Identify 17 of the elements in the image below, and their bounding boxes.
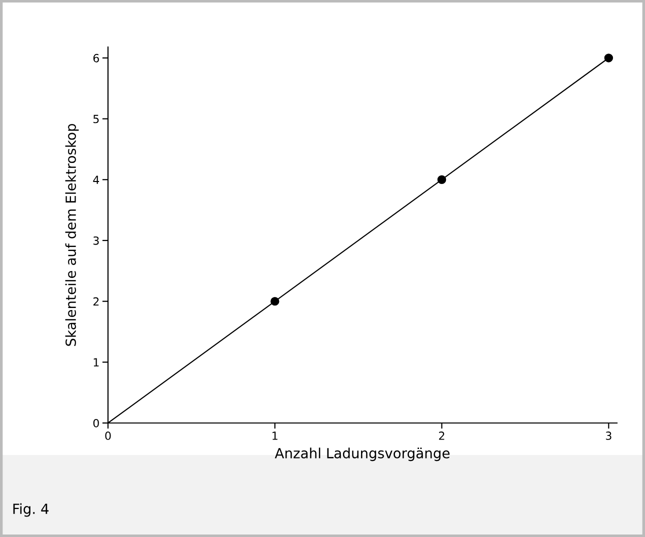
x-tick-label: 1	[272, 432, 278, 440]
point	[604, 54, 614, 62]
x-axis-title: Anzahl Ladungsvorgänge	[274, 448, 450, 462]
y-tick-label: 0	[93, 418, 99, 428]
x-tick-label: 3	[606, 432, 612, 440]
x-tick-label: 2	[439, 432, 444, 440]
point	[270, 296, 280, 306]
y-tick-label: 5	[93, 114, 99, 124]
y-tick-label: 6	[93, 54, 99, 62]
point	[437, 175, 446, 184]
y-tick-label: 2	[93, 297, 99, 306]
y-tick-label: 3	[93, 236, 99, 245]
x-tick-label: 0	[105, 432, 111, 440]
y-axis-title: Skalenteile auf dem Elektroskop	[65, 124, 79, 346]
caption: Fig. 4	[13, 503, 49, 517]
y-tick-label: 4	[93, 176, 100, 184]
y-tick-label: 1	[94, 358, 99, 366]
